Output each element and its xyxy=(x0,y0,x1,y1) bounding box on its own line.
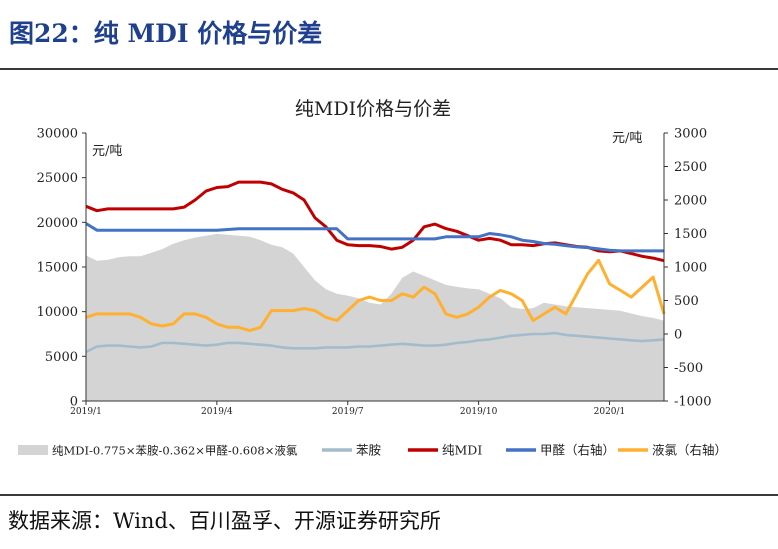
spread-area-layer xyxy=(86,233,664,401)
right-tick-label: 1000 xyxy=(674,261,707,276)
source-note: 数据来源：Wind、百川盈孚、开源证券研究所 xyxy=(8,509,441,533)
left-tick-label: 10000 xyxy=(37,305,78,320)
legend-label: 纯MDI xyxy=(442,443,482,458)
aniline-line xyxy=(85,331,665,354)
source-rule xyxy=(0,494,778,496)
legend-label: 纯MDI-0.775×苯胺-0.362×甲醛-0.608×液氯 xyxy=(52,444,298,458)
x-tick-label: 2019/4 xyxy=(201,407,233,417)
legend-label: 苯胺 xyxy=(356,443,381,458)
chlorine-line xyxy=(85,258,666,333)
left-tick-label: 20000 xyxy=(37,216,78,231)
right-tick-label: -1000 xyxy=(674,395,711,410)
chart-title: 纯MDI价格与价差 xyxy=(295,98,451,120)
title-rule xyxy=(0,68,778,70)
right-unit-label: 元/吨 xyxy=(612,131,642,146)
legend: 纯MDI-0.775×苯胺-0.362×甲醛-0.608×液氯 苯胺 纯MDI 甲醛（… xyxy=(18,443,727,458)
left-tick-label: 25000 xyxy=(37,171,78,186)
legend-label: 液氯（右轴） xyxy=(652,443,727,458)
left-tick-label: 5000 xyxy=(45,350,78,365)
series-lines-layer xyxy=(85,180,666,354)
legend-swatch-spread xyxy=(18,445,48,455)
tick-labels-layer: 0 5000 10000 15000 20000 25000 30000 -1000 -500 0… xyxy=(37,127,712,418)
left-tick-label: 15000 xyxy=(37,261,78,276)
left-unit-label: 元/吨 xyxy=(92,144,122,159)
right-tick-label: 1500 xyxy=(674,227,707,242)
x-tick-label: 2019/10 xyxy=(460,407,498,417)
figure-title: 图22：纯 MDI 价格与价差 xyxy=(9,19,323,48)
x-tick-label: 2020/1 xyxy=(594,407,626,417)
right-tick-label: 2000 xyxy=(674,194,707,209)
left-tick-label: 0 xyxy=(70,395,78,410)
right-tick-label: -500 xyxy=(674,361,703,376)
left-tick-label: 30000 xyxy=(37,127,78,142)
x-tick-label: 2019/1 xyxy=(70,407,102,417)
right-tick-label: 2500 xyxy=(674,160,707,175)
legend-label: 甲醛（右轴） xyxy=(540,443,615,458)
spread-area xyxy=(86,233,664,401)
right-tick-label: 3000 xyxy=(674,127,707,142)
mdi-price-chart: 纯MDI价格与价差 元/吨 元/吨 0500010000150002000025… xyxy=(18,98,727,458)
x-tick-label: 2019/7 xyxy=(332,407,364,417)
methanal-line xyxy=(85,222,664,253)
right-tick-label: 500 xyxy=(674,294,699,309)
right-tick-label: 0 xyxy=(674,328,682,343)
